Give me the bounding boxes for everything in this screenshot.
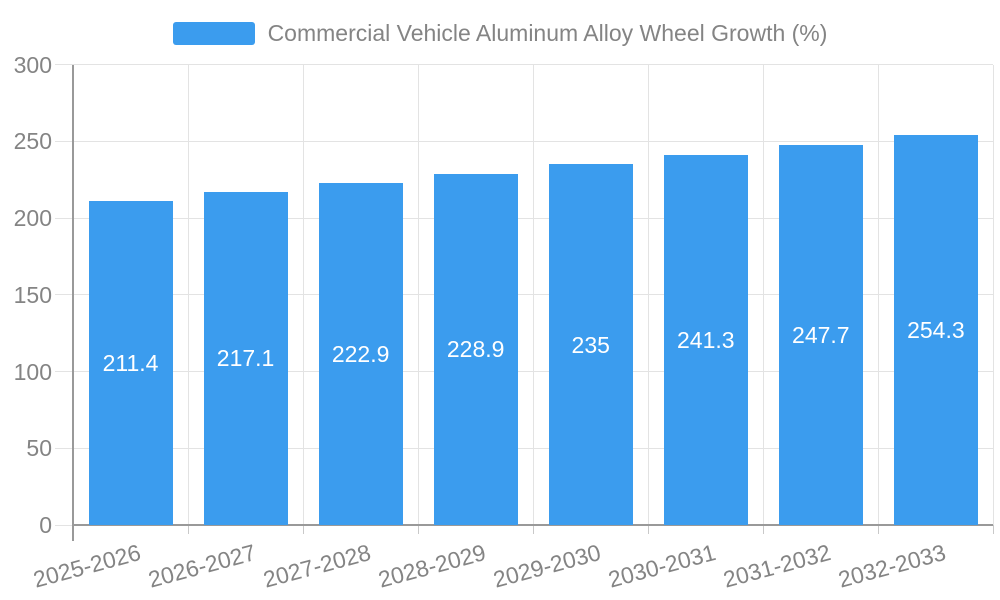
x-gridline [762,64,764,525]
bar[interactable] [88,200,173,525]
y-axis-label: 250 [13,128,52,155]
x-gridline [417,64,419,525]
x-tick [647,525,649,534]
y-gridline [55,64,994,65]
bar[interactable] [778,144,863,525]
legend-label: Commercial Vehicle Aluminum Alloy Wheel … [267,20,828,46]
x-tick [302,525,304,534]
x-tick [187,525,189,534]
bar[interactable] [548,164,633,525]
y-axis-label: 0 [39,512,52,538]
y-axis-label: 150 [13,281,52,308]
x-tick [532,525,534,534]
y-gridline [55,217,994,219]
bar[interactable] [203,191,288,525]
y-axis-label: 50 [26,435,52,462]
y-axis-label: 100 [13,358,52,385]
x-tick [417,525,419,534]
y-gridline [55,371,994,372]
y-gridline [55,447,994,449]
y-axis-label: 200 [13,205,52,231]
x-tick [877,525,879,534]
bar[interactable] [893,134,978,525]
x-gridline [877,64,879,525]
x-gridline [532,64,534,525]
bar[interactable] [433,173,518,525]
y-gridline [55,140,994,142]
y-axis-label: 300 [13,51,52,78]
y-gridline [55,294,994,296]
legend-item[interactable]: Commercial Vehicle Aluminum Alloy Wheel … [0,20,1000,46]
x-tick [992,525,994,534]
x-tick [762,525,764,534]
x-gridline [302,64,304,525]
x-axis-line [73,524,994,526]
y-tick [55,524,73,526]
legend-swatch [172,21,255,45]
x-gridline [187,64,189,525]
x-gridline [992,64,994,525]
x-gridline [647,64,649,525]
bar[interactable] [663,154,748,525]
bar[interactable] [318,182,403,525]
y-axis-line [72,64,74,541]
